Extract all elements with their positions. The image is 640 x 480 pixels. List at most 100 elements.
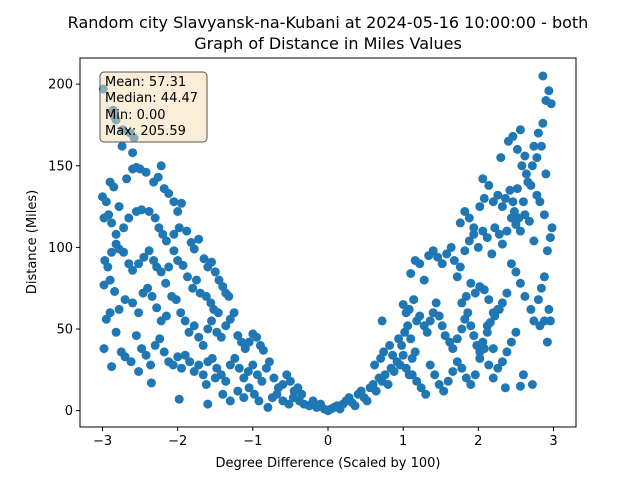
scatter-point: [184, 327, 194, 337]
y-axis-label: Distance (Miles): [25, 190, 40, 294]
scatter-point: [526, 304, 536, 314]
scatter-point: [257, 376, 267, 386]
axis-ticks: −3 −2 −1 0 1 2 3 0 50 100 150 200: [48, 78, 557, 449]
scatter-point: [529, 236, 539, 246]
scatter-point: [511, 267, 521, 277]
scatter-point: [103, 262, 113, 272]
y-tick-label: 0: [65, 404, 73, 419]
scatter-point: [207, 353, 217, 363]
scatter-point: [524, 216, 534, 226]
scatter-point: [210, 373, 220, 383]
scatter-point: [285, 376, 295, 386]
scatter-point: [192, 275, 201, 285]
scatter-point: [137, 344, 147, 354]
scatter-point: [527, 161, 537, 171]
scatter-point: [164, 262, 174, 272]
scatter-point: [434, 380, 444, 389]
scatter-point: [542, 337, 552, 347]
scatter-point: [388, 350, 398, 360]
scatter-point: [240, 344, 250, 354]
scatter-point: [517, 161, 527, 171]
scatter-point: [198, 340, 208, 350]
data-points: [98, 71, 557, 416]
scatter-point: [536, 141, 546, 151]
scatter-point: [173, 207, 183, 216]
scatter-point: [500, 193, 510, 203]
scatter-point: [466, 278, 476, 288]
x-tick-label: −2: [168, 434, 187, 449]
scatter-point: [473, 242, 483, 252]
scatter-point: [161, 236, 171, 246]
scatter-point: [437, 259, 447, 269]
scatter-point: [463, 308, 473, 318]
scatter-point: [126, 357, 136, 367]
scatter-point: [131, 331, 141, 341]
scatter-point: [107, 218, 117, 228]
scatter-point: [234, 363, 244, 373]
scatter-point: [502, 288, 512, 298]
scatter-point: [111, 327, 121, 337]
scatter-point: [521, 169, 531, 179]
scatter-point: [153, 172, 163, 182]
scatter-point: [150, 340, 160, 350]
scatter-point: [484, 180, 494, 190]
scatter-point: [216, 332, 226, 342]
x-tick-label: −1: [243, 434, 262, 449]
scatter-point: [389, 367, 399, 376]
scatter-point: [439, 386, 449, 396]
scatter-point: [494, 229, 504, 239]
scatter-point: [479, 193, 489, 203]
scatter-point: [124, 213, 134, 223]
x-tick-label: 3: [549, 434, 557, 449]
scatter-point: [430, 370, 440, 380]
scatter-point: [189, 244, 199, 254]
scatter-point: [177, 363, 186, 373]
scatter-point: [174, 394, 184, 404]
y-tick-label: 50: [56, 323, 73, 338]
scatter-point: [207, 316, 216, 326]
scatter-point: [541, 169, 551, 179]
scatter-point: [221, 376, 231, 386]
scatter-point: [194, 332, 204, 342]
scatter-point: [437, 321, 447, 331]
scatter-point: [527, 380, 537, 389]
scatter-point: [428, 246, 438, 256]
scatter-point: [497, 202, 507, 212]
scatter-point: [225, 314, 235, 324]
scatter-point: [114, 304, 124, 314]
stats-max: Max: 205.59: [105, 124, 186, 139]
scatter-point: [416, 383, 426, 393]
scatter-point: [508, 131, 518, 141]
scatter-point: [137, 205, 147, 215]
x-tick-label: 2: [474, 434, 482, 449]
scatter-point: [144, 207, 154, 216]
scatter-point: [189, 367, 199, 376]
scatter-point: [213, 308, 223, 318]
scatter-point: [508, 197, 518, 207]
scatter-point: [425, 316, 435, 326]
y-tick-label: 100: [48, 241, 73, 256]
scatter-point: [229, 308, 239, 318]
scatter-point: [535, 321, 545, 331]
scatter-point: [488, 344, 498, 354]
scatter-point: [512, 184, 522, 194]
scatter-point: [409, 295, 419, 305]
scatter-point: [161, 311, 171, 321]
scatter-point: [233, 331, 243, 341]
scatter-point: [134, 308, 144, 318]
scatter-point: [515, 226, 525, 236]
scatter-point: [518, 197, 528, 207]
scatter-point: [452, 334, 462, 344]
scatter-point: [415, 259, 425, 269]
scatter-point: [203, 324, 213, 334]
stats-box: Mean: 57.31 Median: 44.47 Min: 0.00 Max:…: [99, 71, 208, 143]
scatter-point: [278, 380, 288, 389]
scatter-point: [397, 340, 407, 350]
scatter-point: [239, 373, 249, 383]
scatter-point: [452, 357, 462, 367]
scatter-point: [518, 370, 528, 380]
scatter-point: [475, 202, 485, 212]
scatter-point: [512, 144, 522, 154]
scatter-point: [493, 190, 503, 200]
scatter-point: [199, 254, 209, 264]
